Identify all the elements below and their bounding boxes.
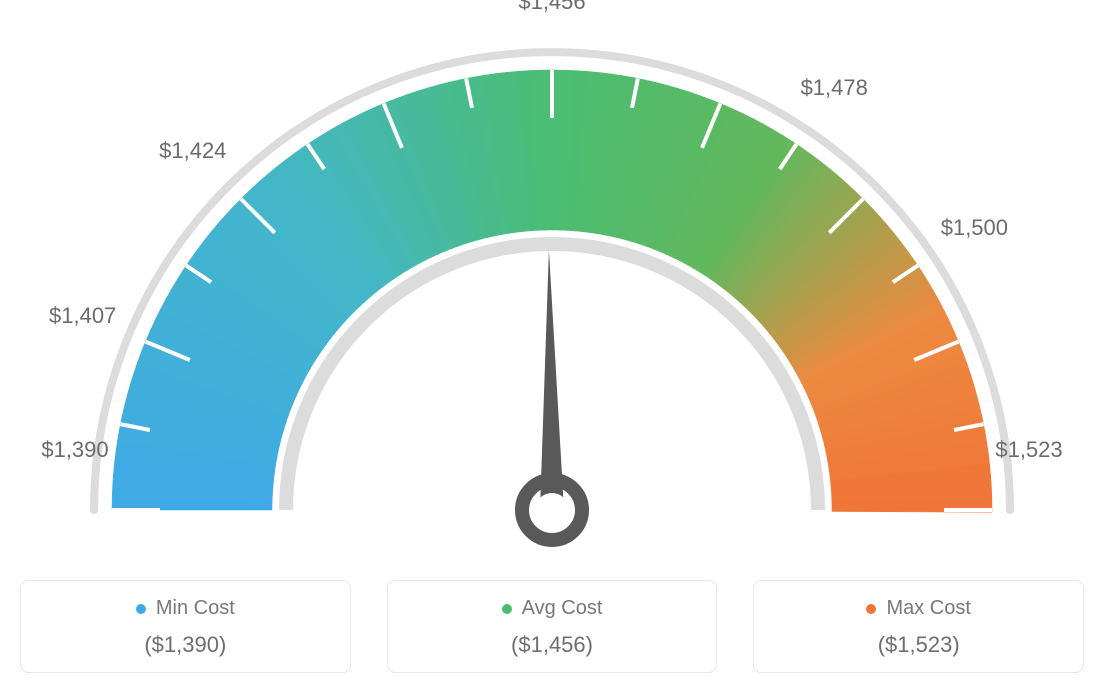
gauge-tick-label: $1,390 [41,437,108,463]
gauge-chart: $1,390$1,407$1,424$1,456$1,478$1,500$1,5… [20,20,1084,580]
gauge-tick-label: $1,407 [49,303,116,329]
gauge-tick-label: $1,456 [518,0,585,15]
legend-card: Avg Cost ($1,456) [387,580,718,673]
legend-dot-icon [136,604,146,614]
legend-title: Min Cost [136,597,235,620]
gauge-needle-hub-inner [535,493,569,527]
legend-value: ($1,456) [398,632,707,658]
gauge-svg [20,20,1084,580]
legend-row: Min Cost ($1,390) Avg Cost ($1,456) Max Cost… [20,580,1084,673]
gauge-needle [540,250,564,510]
legend-value: ($1,390) [31,632,340,658]
gauge-tick-label: $1,424 [159,138,226,164]
legend-title: Avg Cost [502,597,603,620]
legend-title-text: Min Cost [156,597,235,620]
legend-dot-icon [866,604,876,614]
legend-title-text: Avg Cost [522,597,603,620]
legend-card: Max Cost ($1,523) [753,580,1084,673]
legend-value: ($1,523) [764,632,1073,658]
legend-title: Max Cost [866,597,970,620]
gauge-tick-label: $1,478 [801,75,868,101]
legend-card: Min Cost ($1,390) [20,580,351,673]
gauge-tick-label: $1,523 [995,437,1062,463]
legend-title-text: Max Cost [886,597,970,620]
legend-dot-icon [502,604,512,614]
gauge-tick-label: $1,500 [941,215,1008,241]
